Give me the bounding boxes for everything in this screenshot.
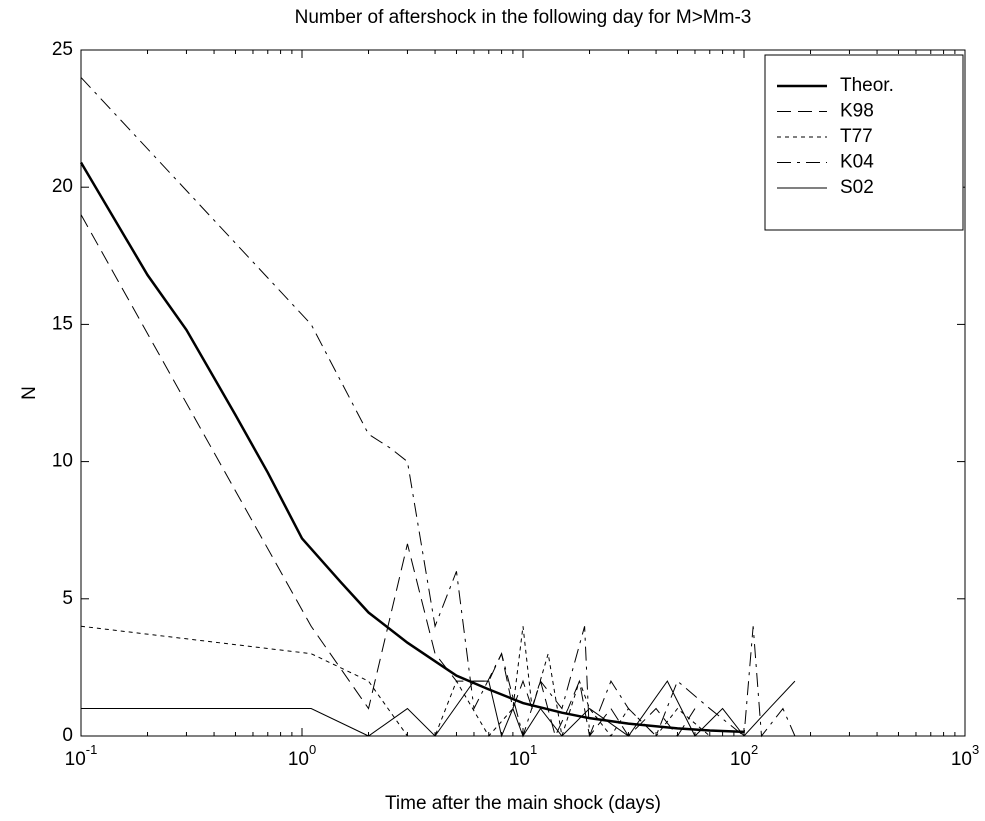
x-tick-label: 101: [509, 742, 537, 770]
x-tick-exponent: 0: [309, 742, 316, 757]
series-line: [80, 214, 696, 738]
y-tick-label: 20: [52, 176, 73, 197]
x-tick-label: 10-1: [65, 742, 98, 770]
x-tick-label: 100: [288, 742, 316, 770]
legend-label: K04: [840, 152, 874, 173]
legend-label: Theor.: [840, 75, 894, 96]
x-tick-base: 10: [288, 749, 309, 770]
y-tick-label: 25: [52, 39, 73, 60]
x-tick-base: 10: [65, 749, 86, 770]
y-tick-label: 0: [62, 725, 73, 746]
x-tick-label: 102: [730, 742, 758, 770]
series-line: [80, 77, 796, 738]
x-axis-label: Time after the main shock (days): [385, 793, 661, 814]
y-tick-label: 5: [62, 588, 73, 609]
x-tick-base: 10: [509, 749, 530, 770]
legend-box: [764, 54, 964, 231]
x-tick-exponent: -1: [86, 742, 98, 757]
y-tick-label: 15: [52, 313, 73, 334]
legend-label: K98: [840, 101, 874, 122]
x-tick-base: 10: [951, 749, 972, 770]
legend-label: T77: [840, 126, 873, 147]
legend-label: S02: [840, 177, 874, 198]
chart-title: Number of aftershock in the following da…: [295, 7, 752, 28]
x-tick-exponent: 3: [972, 742, 979, 757]
x-tick-base: 10: [730, 749, 751, 770]
x-tick-exponent: 2: [751, 742, 758, 757]
y-axis-label: N: [19, 386, 40, 400]
x-tick-exponent: 1: [530, 742, 537, 757]
series-line: [81, 680, 796, 738]
x-tick-label: 103: [951, 742, 979, 770]
y-tick-label: 10: [52, 451, 73, 472]
series-line: [79, 161, 745, 734]
